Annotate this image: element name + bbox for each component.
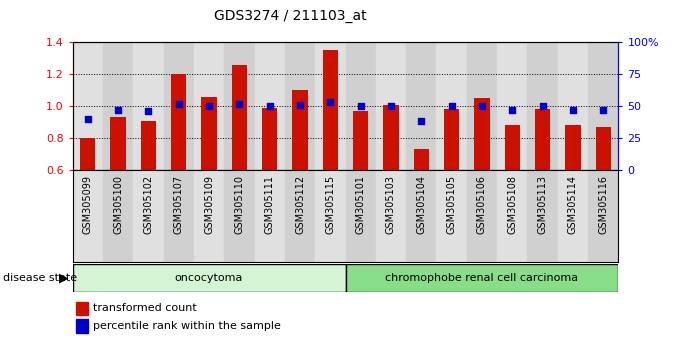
Point	[143, 108, 154, 114]
Bar	[133, 170, 164, 262]
Text: transformed count: transformed count	[93, 303, 197, 313]
Bar	[565, 125, 580, 170]
Bar	[346, 42, 376, 170]
Text: GSM305109: GSM305109	[204, 175, 214, 234]
Bar	[558, 42, 588, 170]
Bar	[285, 170, 315, 262]
Bar	[164, 42, 194, 170]
Text: oncocytoma: oncocytoma	[175, 273, 243, 283]
Bar	[224, 170, 254, 262]
Text: chromophobe renal cell carcinoma: chromophobe renal cell carcinoma	[386, 273, 578, 283]
Point	[537, 103, 548, 109]
Bar	[73, 264, 346, 292]
Text: GSM305112: GSM305112	[295, 175, 305, 234]
Point	[264, 103, 275, 109]
Bar	[103, 170, 133, 262]
Bar	[444, 109, 460, 170]
Bar	[224, 42, 254, 170]
Point	[507, 107, 518, 113]
Bar	[558, 170, 588, 262]
Text: GSM305100: GSM305100	[113, 175, 123, 234]
Bar	[497, 170, 527, 262]
Text: ▶: ▶	[59, 272, 69, 284]
Text: GSM305114: GSM305114	[568, 175, 578, 234]
Bar	[588, 170, 618, 262]
Bar	[73, 170, 103, 262]
Bar	[315, 42, 346, 170]
Bar	[194, 42, 224, 170]
Bar	[73, 42, 103, 170]
Bar	[262, 108, 277, 170]
Bar	[437, 170, 467, 262]
Text: GSM305101: GSM305101	[356, 175, 366, 234]
Bar	[504, 125, 520, 170]
Point	[477, 103, 488, 109]
Bar	[588, 42, 618, 170]
Bar	[406, 42, 437, 170]
Point	[325, 99, 336, 105]
Text: GSM305102: GSM305102	[143, 175, 153, 234]
Point	[234, 101, 245, 107]
Bar	[475, 98, 489, 170]
Text: GSM305110: GSM305110	[234, 175, 245, 234]
Bar	[497, 42, 527, 170]
Bar	[111, 118, 126, 170]
Point	[446, 103, 457, 109]
Point	[355, 103, 366, 109]
Bar	[80, 138, 95, 170]
Point	[203, 103, 214, 109]
Bar	[141, 121, 156, 170]
Bar	[346, 170, 376, 262]
Bar	[414, 149, 429, 170]
Bar	[527, 42, 558, 170]
Text: GSM305104: GSM305104	[416, 175, 426, 234]
Text: GDS3274 / 211103_at: GDS3274 / 211103_at	[214, 9, 366, 23]
Bar	[164, 170, 194, 262]
Point	[567, 107, 578, 113]
Text: disease state: disease state	[3, 273, 77, 283]
Bar	[376, 42, 406, 170]
Bar	[376, 170, 406, 262]
Bar	[254, 170, 285, 262]
Text: GSM305103: GSM305103	[386, 175, 396, 234]
Bar	[202, 97, 216, 170]
Bar	[133, 42, 164, 170]
Bar	[384, 105, 399, 170]
Text: GSM305113: GSM305113	[538, 175, 548, 234]
Bar	[353, 111, 368, 170]
Bar	[315, 170, 346, 262]
Bar	[171, 74, 187, 170]
Bar	[406, 170, 437, 262]
Bar	[292, 90, 307, 170]
Point	[113, 107, 124, 113]
Point	[386, 103, 397, 109]
Bar	[231, 65, 247, 170]
Bar	[467, 170, 497, 262]
Text: GSM305116: GSM305116	[598, 175, 608, 234]
Point	[598, 107, 609, 113]
Bar	[346, 264, 618, 292]
Text: GSM305105: GSM305105	[446, 175, 457, 234]
Text: percentile rank within the sample: percentile rank within the sample	[93, 321, 281, 331]
Text: GSM305106: GSM305106	[477, 175, 487, 234]
Bar	[285, 42, 315, 170]
Point	[416, 119, 427, 124]
Bar	[323, 51, 338, 170]
Point	[294, 102, 305, 108]
Bar	[194, 170, 224, 262]
Text: GSM305107: GSM305107	[173, 175, 184, 234]
Text: GSM305108: GSM305108	[507, 175, 518, 234]
Bar	[437, 42, 467, 170]
Bar	[527, 170, 558, 262]
Text: GSM305111: GSM305111	[265, 175, 275, 234]
Bar	[535, 109, 550, 170]
Point	[173, 101, 184, 107]
Point	[82, 116, 93, 122]
Bar	[254, 42, 285, 170]
Text: GSM305099: GSM305099	[83, 175, 93, 234]
Text: GSM305115: GSM305115	[325, 175, 335, 234]
Bar	[596, 127, 611, 170]
Bar	[467, 42, 497, 170]
Bar	[103, 42, 133, 170]
